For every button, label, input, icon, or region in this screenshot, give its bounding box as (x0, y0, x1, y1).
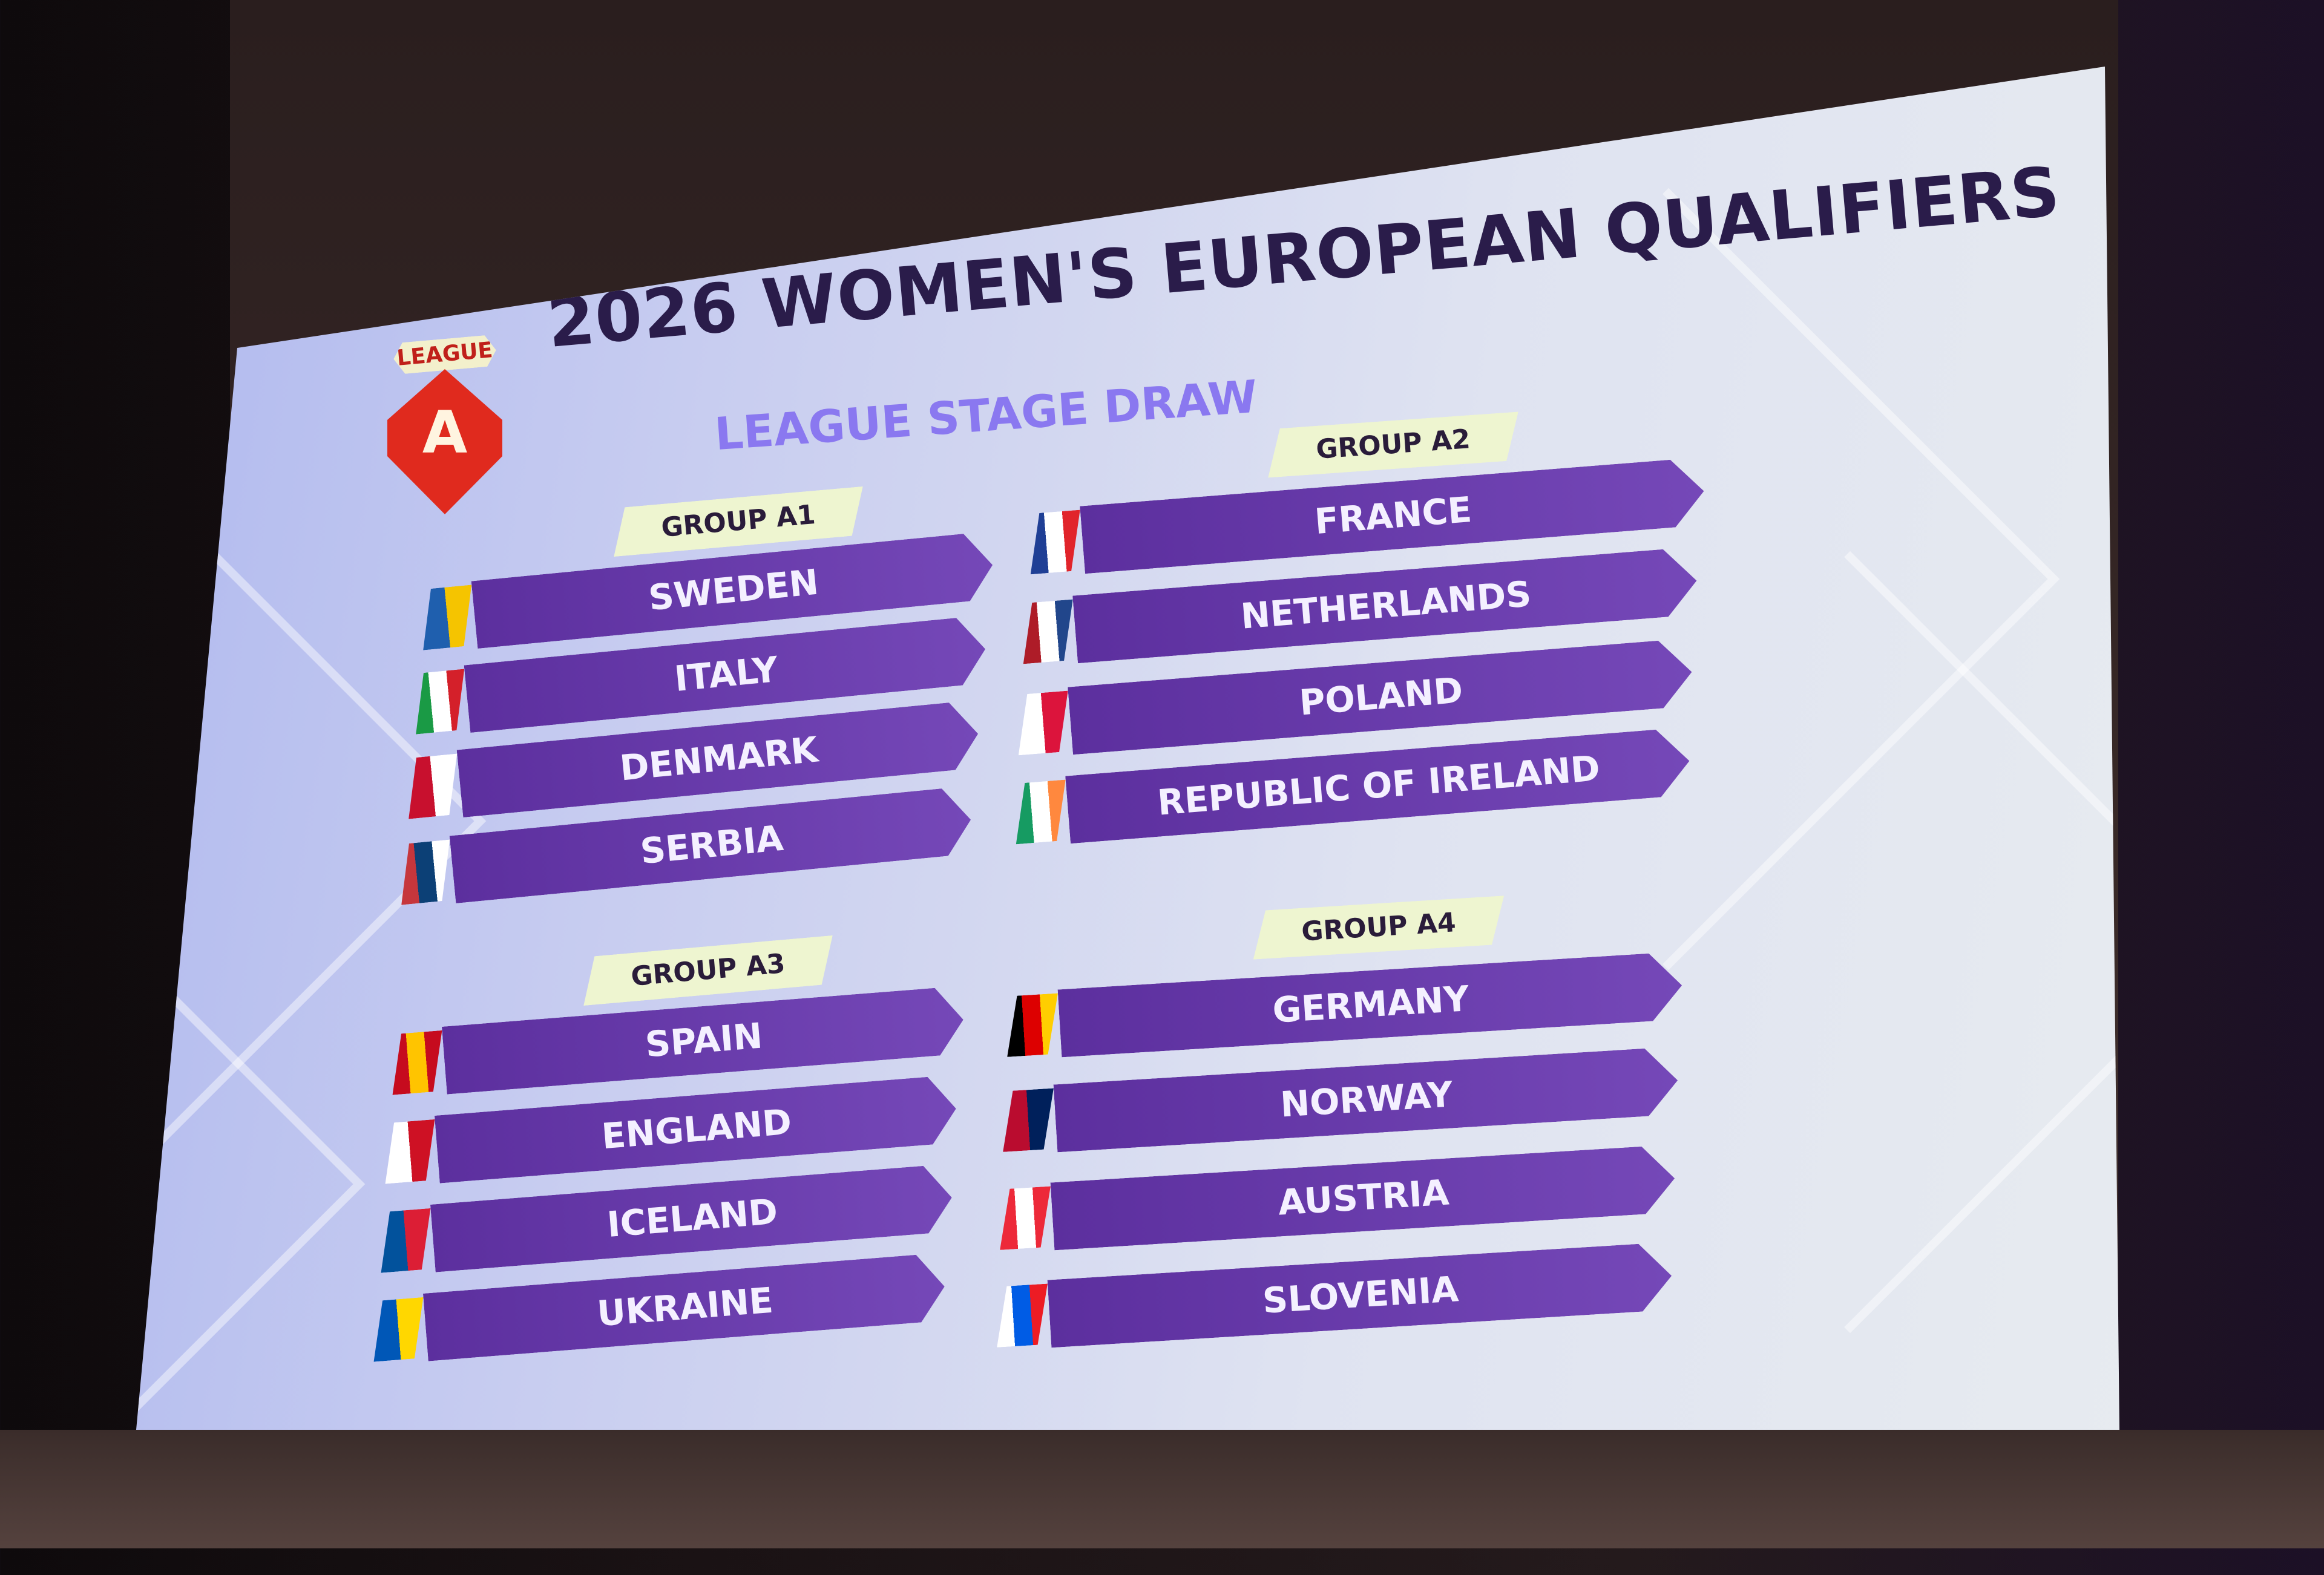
austria-flag-icon (996, 1187, 1054, 1250)
team-name: UKRAINE (596, 1279, 775, 1335)
page-subtitle: LEAGUE STAGE DRAW (713, 370, 1259, 461)
league-letter: A (387, 369, 502, 514)
team-row: ENGLAND (435, 1075, 959, 1183)
team-name: AUSTRIA (1276, 1171, 1451, 1223)
italy-flag-icon (410, 669, 470, 734)
team-name: FRANCE (1313, 488, 1474, 543)
team-row: AUSTRIA (1051, 1145, 1677, 1251)
team-name: SWEDEN (646, 561, 821, 619)
team-banner: NORWAY (1054, 1047, 1680, 1153)
team-name: DENMARK (618, 729, 820, 789)
sweden-flag-icon (418, 584, 478, 650)
slovenia-flag-icon (993, 1284, 1051, 1347)
team-banner: SPAIN (442, 986, 966, 1094)
poland-flag-icon (1014, 691, 1073, 756)
team-row: UKRAINE (423, 1252, 947, 1361)
team-banner: ENGLAND (435, 1075, 959, 1183)
team-banner: SLOVENIA (1048, 1242, 1674, 1348)
republic-of-ireland-flag-icon (1011, 780, 1071, 845)
ukraine-flag-icon (369, 1297, 428, 1362)
england-flag-icon (381, 1119, 440, 1184)
norway-flag-icon (999, 1089, 1057, 1152)
team-name: POLAND (1298, 669, 1465, 724)
team-name: GERMANY (1271, 978, 1471, 1031)
team-name: ICELAND (605, 1191, 780, 1245)
team-name: NETHERLANDS (1239, 573, 1533, 637)
team-row: NORWAY (1054, 1047, 1680, 1153)
team-banner: ICELAND (430, 1164, 954, 1272)
team-row: SLOVENIA (1048, 1242, 1674, 1348)
spain-flag-icon (388, 1030, 447, 1095)
team-name: ENGLAND (600, 1101, 793, 1158)
team-row: ICELAND (430, 1164, 954, 1272)
team-banner: AUSTRIA (1051, 1145, 1677, 1251)
iceland-flag-icon (376, 1208, 436, 1273)
team-name: ITALY (672, 648, 780, 700)
team-name: SERBIA (638, 817, 786, 873)
team-name: SPAIN (643, 1015, 764, 1066)
stage-floor (0, 1430, 2324, 1548)
germany-flag-icon (1003, 994, 1062, 1057)
netherlands-flag-icon (1019, 600, 1078, 664)
team-banner: UKRAINE (423, 1252, 947, 1361)
league-tag: LEAGUE (392, 335, 497, 375)
team-row: SPAIN (442, 986, 966, 1094)
group-label: GROUP A3 (579, 935, 836, 1006)
team-name: SLOVENIA (1261, 1268, 1460, 1321)
france-flag-icon (1026, 510, 1085, 575)
team-name: NORWAY (1279, 1073, 1454, 1125)
